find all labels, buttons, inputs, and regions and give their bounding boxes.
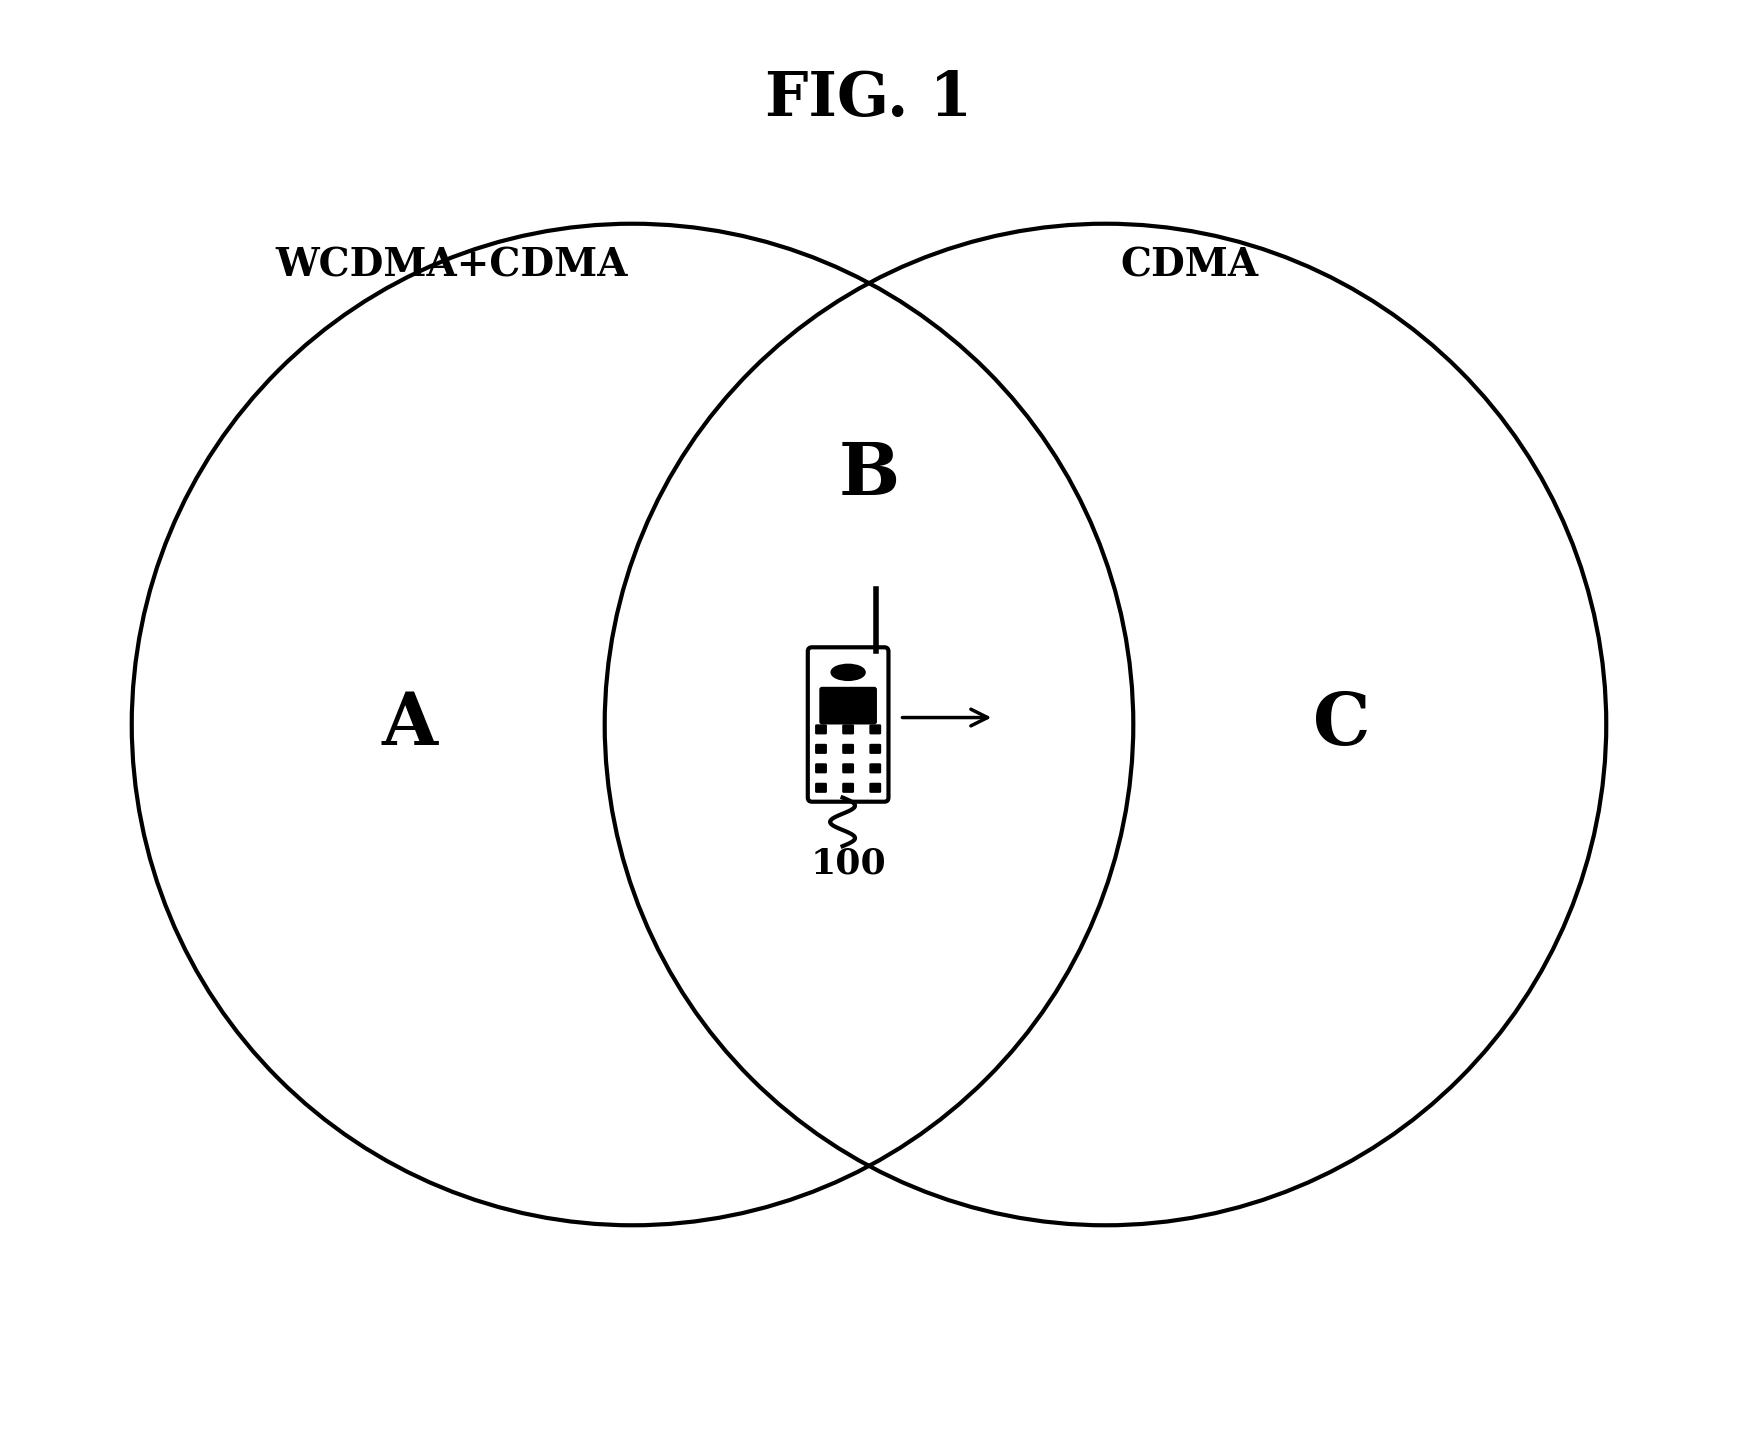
Text: WCDMA+CDMA: WCDMA+CDMA bbox=[275, 246, 627, 284]
FancyBboxPatch shape bbox=[843, 784, 853, 793]
FancyBboxPatch shape bbox=[871, 784, 881, 793]
FancyBboxPatch shape bbox=[871, 745, 881, 753]
Ellipse shape bbox=[833, 665, 864, 680]
FancyBboxPatch shape bbox=[815, 724, 826, 733]
FancyBboxPatch shape bbox=[843, 764, 853, 772]
FancyBboxPatch shape bbox=[820, 688, 876, 723]
Text: C: C bbox=[1314, 690, 1371, 759]
FancyBboxPatch shape bbox=[843, 745, 853, 753]
Text: CDMA: CDMA bbox=[1119, 246, 1258, 284]
Text: FIG. 1: FIG. 1 bbox=[765, 68, 973, 129]
FancyBboxPatch shape bbox=[871, 724, 881, 733]
Text: 100: 100 bbox=[810, 846, 886, 881]
FancyBboxPatch shape bbox=[815, 764, 826, 772]
FancyBboxPatch shape bbox=[815, 745, 826, 753]
FancyBboxPatch shape bbox=[815, 784, 826, 793]
FancyBboxPatch shape bbox=[871, 764, 881, 772]
Text: B: B bbox=[838, 439, 900, 510]
FancyBboxPatch shape bbox=[843, 724, 853, 733]
FancyBboxPatch shape bbox=[808, 648, 888, 801]
Text: A: A bbox=[382, 690, 438, 759]
